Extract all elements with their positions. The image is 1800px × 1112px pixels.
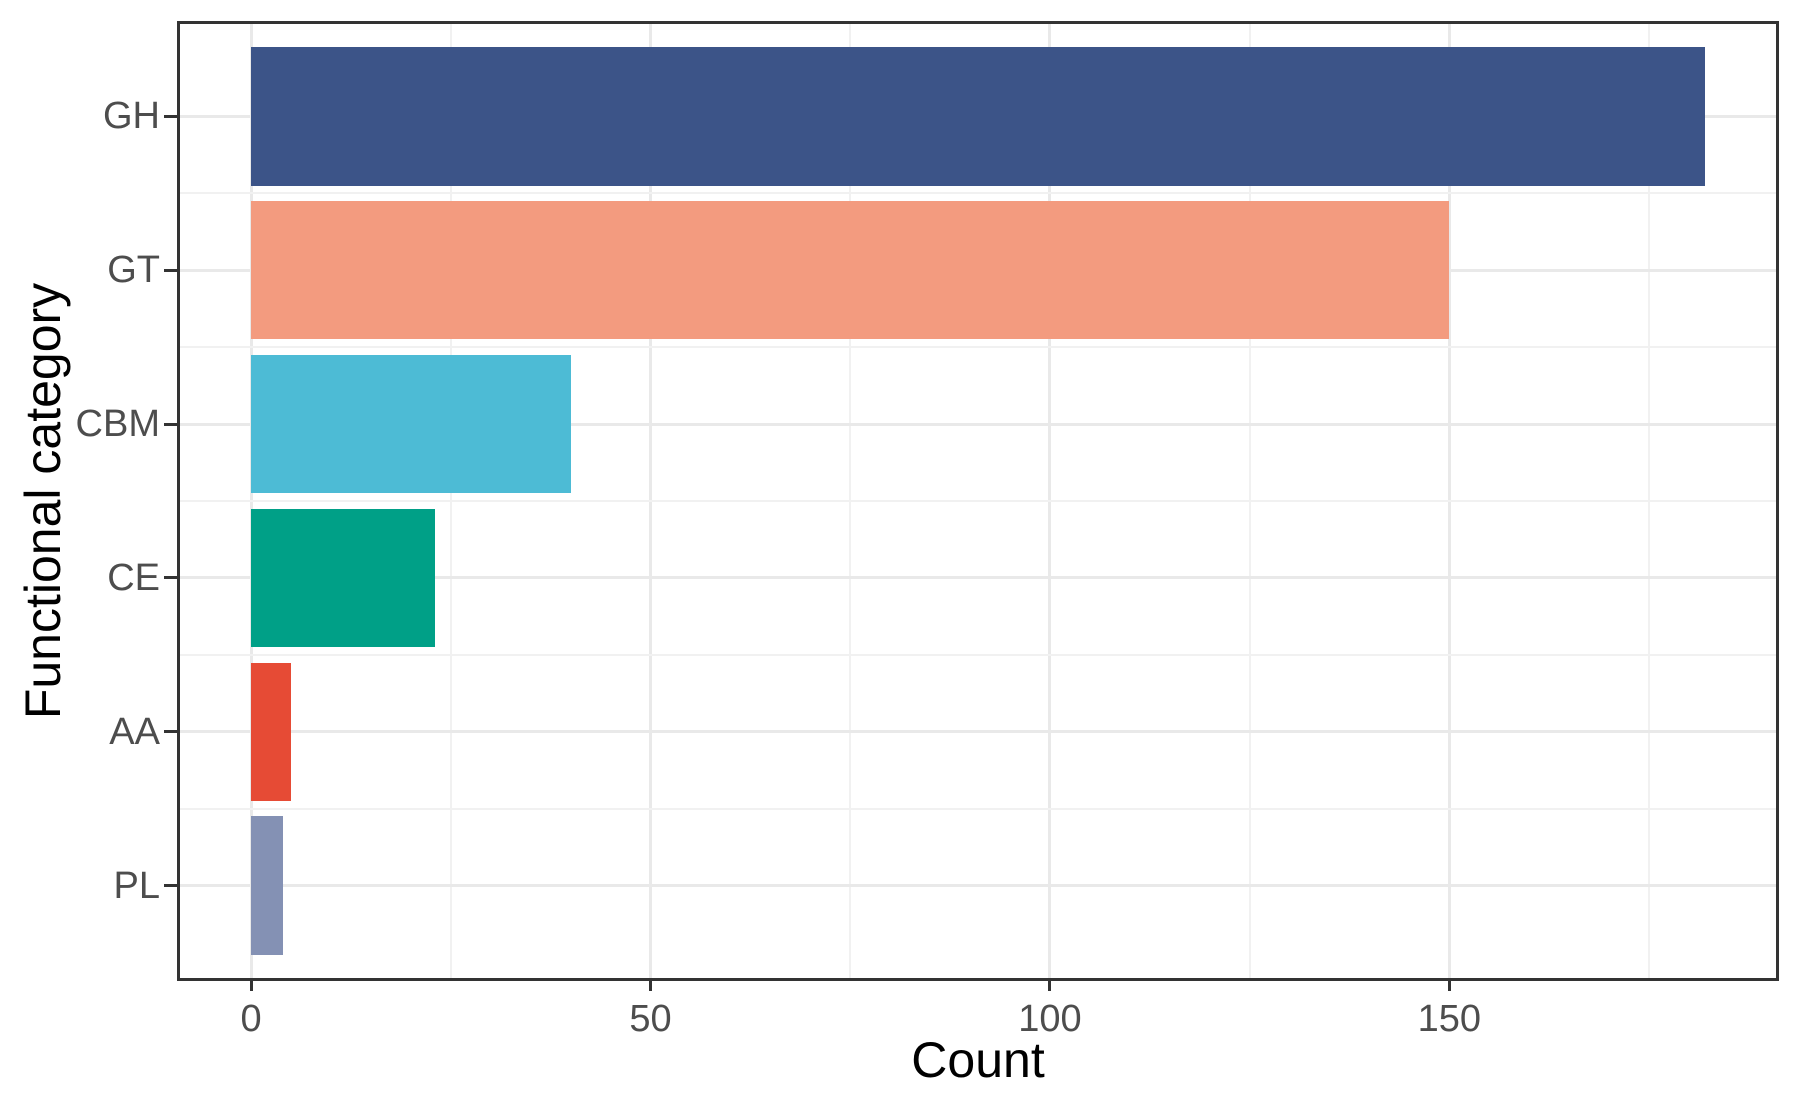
x-axis-tick-mark: [1447, 978, 1451, 991]
x-axis-tick-mark: [648, 978, 652, 991]
y-tick-label-aa: AA: [109, 710, 160, 753]
y-tick-label-gh: GH: [103, 95, 160, 138]
minor-gridline-horizontal: [180, 807, 1776, 810]
plot-panel: [177, 21, 1779, 981]
y-axis-tick-mark: [164, 576, 177, 580]
y-tick-label-pl: PL: [113, 864, 160, 907]
bar-aa: [251, 662, 292, 802]
minor-gridline-horizontal: [180, 653, 1776, 656]
x-axis-title: Count: [911, 1032, 1045, 1088]
major-gridline-horizontal: [180, 730, 1776, 734]
bar-pl: [251, 816, 284, 955]
major-gridline-horizontal: [180, 422, 1776, 426]
minor-gridline-horizontal: [180, 500, 1776, 502]
y-tick-label-cbm: CBM: [75, 403, 160, 446]
bar-ce: [251, 508, 435, 648]
y-tick-label-ce: CE: [107, 556, 160, 599]
y-axis-tick-mark: [164, 730, 177, 734]
bar-gt: [251, 200, 1450, 340]
y-axis-title: Functional category: [15, 282, 71, 720]
x-tick-label-50: 50: [629, 998, 672, 1040]
x-tick-label-150: 150: [1417, 998, 1481, 1040]
major-gridline-horizontal: [180, 576, 1776, 580]
major-gridline-horizontal: [180, 884, 1776, 888]
minor-gridline-horizontal: [180, 192, 1776, 195]
minor-gridline-horizontal: [180, 346, 1776, 349]
bar-gh: [251, 47, 1705, 186]
y-axis-tick-mark: [164, 268, 177, 272]
y-axis-tick-mark: [164, 114, 177, 118]
x-tick-label-0: 0: [240, 998, 262, 1040]
x-axis-tick-mark: [1048, 978, 1052, 991]
bar-cbm: [251, 354, 571, 494]
y-tick-label-gt: GT: [107, 249, 160, 292]
y-axis-tick-mark: [164, 884, 177, 888]
x-axis-tick-mark: [249, 978, 253, 991]
y-axis-tick-mark: [164, 422, 177, 426]
x-tick-label-100: 100: [1018, 998, 1082, 1040]
